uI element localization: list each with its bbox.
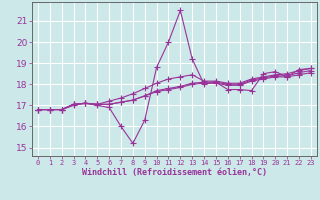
X-axis label: Windchill (Refroidissement éolien,°C): Windchill (Refroidissement éolien,°C) [82,168,267,177]
